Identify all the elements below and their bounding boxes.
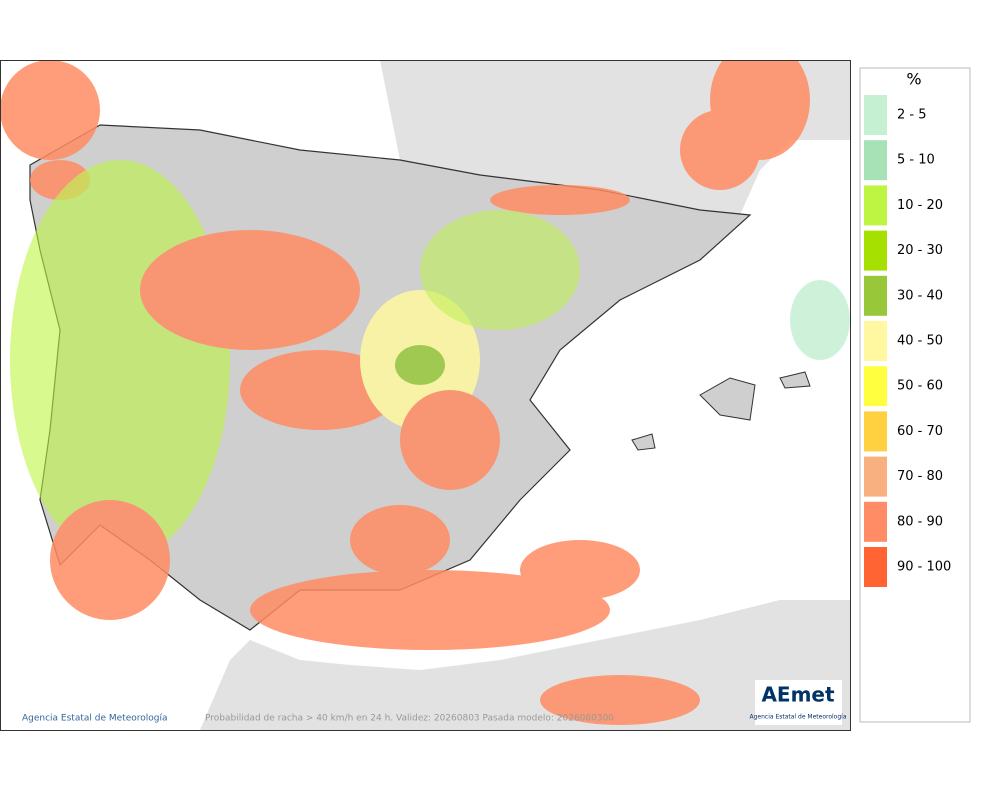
legend-title: % xyxy=(906,70,921,89)
legend-swatch xyxy=(864,547,887,587)
legend-swatch xyxy=(864,366,887,407)
area xyxy=(540,675,700,725)
logo: AEmet xyxy=(761,683,835,707)
area xyxy=(0,60,100,160)
ibiza xyxy=(631,433,656,451)
area xyxy=(350,505,450,575)
legend-swatch xyxy=(864,185,887,226)
mallorca xyxy=(699,377,756,421)
legend-label: 90 - 100 xyxy=(897,560,951,575)
map: Agencia Estatal de Meteorología Probabil… xyxy=(0,60,850,730)
logo-subtitle: Agencia Estatal de Meteorología xyxy=(750,714,847,721)
legend-label: 40 - 50 xyxy=(897,334,943,349)
logo-box xyxy=(755,680,842,725)
legend-label: 20 - 30 xyxy=(897,243,943,258)
legend-swatch xyxy=(864,501,887,542)
credit: Agencia Estatal de Meteorología xyxy=(22,714,168,724)
area xyxy=(10,160,230,560)
area xyxy=(490,185,630,215)
legend-swatch xyxy=(864,456,887,497)
area xyxy=(250,570,610,650)
area xyxy=(50,500,170,620)
area xyxy=(400,390,500,490)
legend-label: 50 - 60 xyxy=(897,379,943,394)
area xyxy=(680,110,760,190)
footer: Probabilidad de racha > 40 km/h en 24 h.… xyxy=(205,714,614,724)
legend-swatch xyxy=(864,275,887,316)
legend-label: 80 - 90 xyxy=(897,514,943,529)
legend-label: 10 - 20 xyxy=(897,198,943,213)
legend-swatch xyxy=(864,95,887,135)
legend-swatch xyxy=(864,230,887,271)
area xyxy=(520,540,640,600)
area xyxy=(790,280,850,360)
area xyxy=(395,345,445,385)
legend-label: 70 - 80 xyxy=(897,469,943,484)
legend-label: 30 - 40 xyxy=(897,288,943,303)
legend-swatch xyxy=(864,321,887,361)
area xyxy=(420,210,580,330)
area xyxy=(140,230,360,350)
legend: % 2 - 5 5 - 10 10 - 20 20 - 30 30 - 40 40 - 5… xyxy=(859,67,971,723)
legend-swatch xyxy=(864,411,887,452)
area xyxy=(240,350,400,430)
probability-field xyxy=(0,60,850,725)
map-frame xyxy=(0,60,851,731)
legend-label: 60 - 70 xyxy=(897,424,943,439)
legend-label: 5 - 10 xyxy=(897,153,935,168)
legend-label: 2 - 5 xyxy=(897,108,927,123)
menorca xyxy=(779,371,811,389)
legend-swatch xyxy=(864,140,887,181)
